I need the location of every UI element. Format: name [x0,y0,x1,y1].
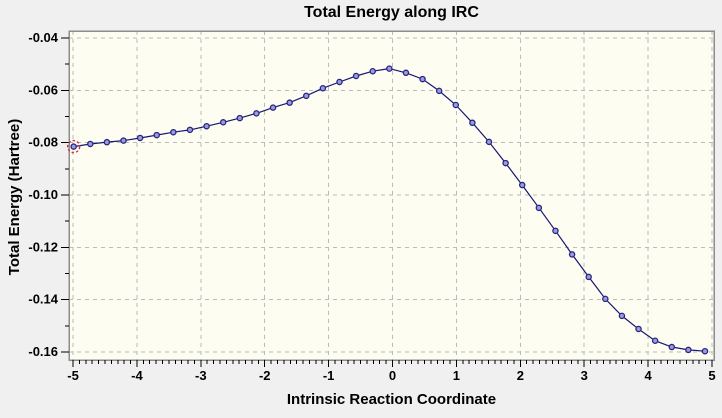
y-tick-label: -0.16 [28,344,58,359]
data-point[interactable] [153,131,160,139]
data-point[interactable] [435,87,443,95]
y-tick-label: -0.08 [28,135,58,150]
x-tick-label: -3 [195,368,207,383]
data-point[interactable] [701,347,709,355]
data-point[interactable] [419,75,426,83]
y-tick-label: -0.10 [28,187,58,202]
data-point[interactable] [518,181,526,189]
data-point[interactable] [452,101,460,109]
x-tick-label: -4 [131,368,143,383]
data-point[interactable] [70,143,77,150]
x-tick-label: 4 [645,368,653,383]
data-point[interactable] [402,69,410,77]
y-tick-label: -0.06 [28,82,58,97]
data-point[interactable] [103,138,111,146]
data-point[interactable] [602,295,609,303]
data-point[interactable] [369,67,376,75]
data-point[interactable] [585,273,592,281]
data-point[interactable] [203,122,210,130]
data-point[interactable] [668,343,676,351]
x-tick-label: 0 [389,368,396,383]
y-tick-label: -0.14 [28,292,58,307]
data-point[interactable] [502,159,509,167]
data-point[interactable] [386,65,393,72]
data-point[interactable] [552,227,559,235]
data-point[interactable] [236,114,244,122]
data-point[interactable] [635,325,642,333]
x-tick-label: -2 [259,368,271,383]
data-point[interactable] [535,204,543,212]
data-point[interactable] [120,137,127,144]
x-tick-label: 1 [453,368,460,383]
data-point[interactable] [219,119,227,126]
x-tick-label: -1 [323,368,335,383]
data-point[interactable] [352,72,360,80]
data-point[interactable] [253,110,260,117]
selected-point-ring [66,139,81,154]
y-tick-label: -0.12 [28,239,58,254]
data-point[interactable] [568,251,576,258]
data-point[interactable] [186,126,194,134]
data-point[interactable] [136,134,144,142]
data-point[interactable] [303,92,310,100]
data-point[interactable] [286,99,293,106]
y-tick-label: -0.04 [28,30,58,45]
x-tick-label: 5 [708,368,715,383]
data-point[interactable] [269,104,277,111]
data-point[interactable] [651,337,659,344]
x-tick-label: 3 [581,368,588,383]
data-point[interactable] [485,138,493,146]
x-axis-title: Intrinsic Reaction Coordinate [286,391,497,408]
data-point[interactable] [319,84,327,92]
data-point[interactable] [618,312,626,320]
data-point[interactable] [170,128,177,136]
y-axis-title: Total Energy (Hartree) [6,118,23,276]
x-tick-label: -5 [67,368,79,383]
data-point[interactable] [685,346,692,354]
data-point[interactable] [336,78,343,86]
data-point[interactable] [87,140,94,148]
x-tick-label: 2 [517,368,524,383]
chart-title: Total Energy along IRC [304,4,479,21]
data-point[interactable] [469,119,476,127]
